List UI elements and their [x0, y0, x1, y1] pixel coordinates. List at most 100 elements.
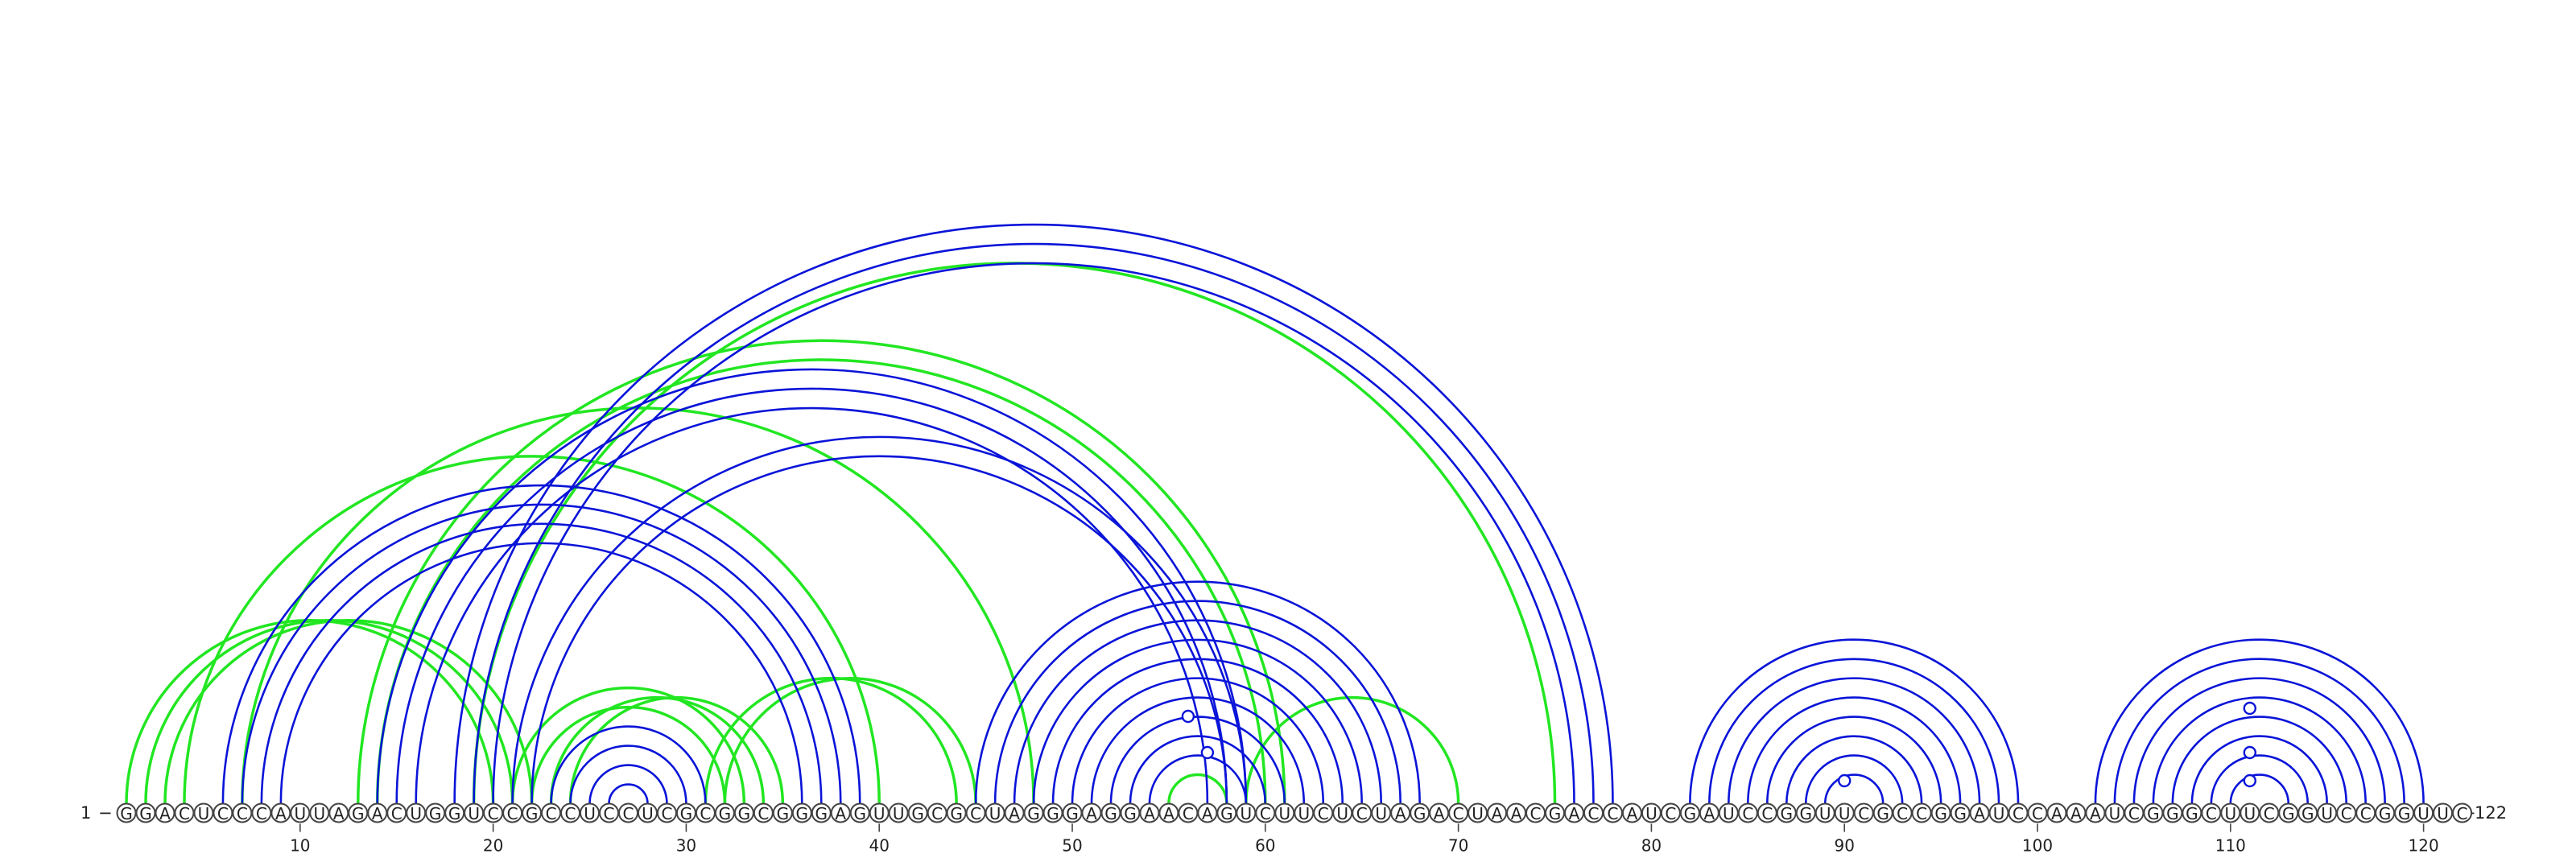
nucleotide-49: G	[1042, 802, 1063, 823]
nucleotide-letter: G	[2301, 804, 2314, 823]
nucleotide-78: C	[1602, 802, 1623, 823]
blue-arc-85-96	[1747, 696, 1962, 804]
green-arc-2-21	[144, 619, 514, 804]
nucleotide-63: C	[1313, 802, 1334, 823]
blue-arc-88-93	[1804, 754, 1904, 804]
nucleotide-letter: C	[622, 804, 634, 823]
nucleotide-66: U	[1371, 802, 1392, 823]
nucleotide-letter: C	[1183, 804, 1194, 823]
tick-label-20: 20	[483, 836, 503, 856]
nucleotide-89: U	[1814, 802, 1835, 823]
nucleotide-3: A	[155, 802, 175, 823]
nucleotide-5: U	[193, 802, 214, 823]
nucleotide-letter: C	[2206, 804, 2217, 823]
nucleotide-letter: U	[2224, 804, 2236, 823]
tick-label-100: 100	[2022, 836, 2053, 856]
nucleotide-88: G	[1795, 802, 1816, 823]
nucleotide-letter: C	[1260, 804, 1271, 823]
nucleotide-letter: G	[777, 804, 790, 823]
nucleotide-34: C	[753, 802, 774, 823]
nucleotide-28: U	[637, 802, 658, 823]
nucleotide-84: U	[1718, 802, 1739, 823]
nucleotide-112: C	[2259, 802, 2280, 823]
blue-arc-107-116	[2171, 716, 2347, 804]
blue-arc-8-37	[260, 522, 823, 804]
nucleotide-letter: G	[352, 804, 365, 823]
nucleotide-letter: C	[2341, 804, 2352, 823]
nucleotide-letter: U	[873, 804, 886, 823]
nucleotide-circle	[2452, 802, 2473, 823]
nucleotide-letter: U	[2109, 804, 2121, 823]
blue-arc-7-38	[241, 503, 842, 804]
nucleotide-25: U	[580, 802, 601, 823]
nucleotide-59: U	[1236, 802, 1257, 823]
nucleotide-105: C	[2124, 802, 2145, 823]
nucleotide-letter: U	[313, 804, 325, 823]
nucleotide-9: A	[270, 802, 291, 823]
nucleotide-118: G	[2375, 802, 2396, 823]
green-arc-14-60	[375, 358, 1267, 804]
nucleotide-letter: C	[1453, 804, 1464, 823]
nucleotide-111: U	[2240, 802, 2260, 823]
start-dash: −	[98, 803, 113, 823]
nucleotide-letter: U	[1278, 804, 1290, 823]
nucleotide-letter: A	[1086, 804, 1097, 823]
nucleotide-52: G	[1100, 802, 1121, 823]
nucleotide-letter: G	[1781, 804, 1794, 823]
blue-arc-109-114	[2210, 754, 2310, 804]
blue-arc-24-30	[569, 745, 687, 804]
nucleotide-letter: U	[1472, 804, 1484, 823]
nucleotide-letter: C	[700, 804, 711, 823]
nucleotide-26: C	[599, 802, 619, 823]
nucleotide-letter: A	[1202, 804, 1213, 823]
nucleotide-letter: C	[1587, 804, 1599, 823]
arc-apex-marker	[2243, 701, 2257, 716]
green-arc-21-33	[510, 686, 746, 804]
nucleotide-38: A	[830, 802, 851, 823]
nucleotide-letter: G	[2282, 804, 2295, 823]
nucleotide-70: C	[1448, 802, 1469, 823]
nucleotide-letter: A	[1009, 804, 1020, 823]
nucleotide-letter: C	[1858, 804, 1869, 823]
arc-apex-marker	[1838, 773, 1852, 788]
nucleotide-letter: C	[217, 804, 229, 823]
nucleotide-13: G	[348, 802, 369, 823]
nucleotide-letter: C	[565, 804, 576, 823]
nucleotide-letter: C	[507, 804, 518, 823]
blue-arc-52-61	[1109, 716, 1286, 804]
nucleotide-35: G	[772, 802, 793, 823]
green-arc-13-61	[357, 339, 1286, 804]
blue-arc-26-28	[608, 783, 649, 804]
blue-arc-110-113	[2229, 773, 2290, 804]
nucleotide-30: G	[675, 802, 696, 823]
nucleotide-letter: C	[2013, 804, 2024, 823]
nucleotide-24: C	[560, 802, 581, 823]
nucleotide-letter: U	[468, 804, 480, 823]
nucleotide-32: G	[714, 802, 735, 823]
nucleotide-90: U	[1834, 802, 1855, 823]
nucleotide-10: U	[290, 802, 311, 823]
nucleotide-letter: G	[1549, 804, 1562, 823]
nucleotide-97: A	[1969, 802, 1990, 823]
nucleotide-letter: G	[1684, 804, 1697, 823]
nucleotide-letter: C	[546, 804, 557, 823]
green-arc-31-44	[704, 676, 958, 804]
blue-arc-104-119	[2113, 658, 2405, 804]
blue-arc-9-36	[279, 542, 803, 804]
nucleotide-letter: G	[139, 804, 152, 823]
arcs-layer	[125, 223, 2425, 804]
nucleotide-47: A	[1004, 802, 1025, 823]
nucleotide-21: C	[502, 802, 523, 823]
nucleotide-letter: C	[931, 804, 943, 823]
arc-apex-marker	[1181, 709, 1195, 724]
nucleotide-98: U	[1988, 802, 2009, 823]
blue-arc-18-78	[453, 223, 1614, 804]
nucleotide-81: C	[1660, 802, 1681, 823]
nucleotide-61: U	[1274, 802, 1295, 823]
nucleotide-letter: G	[680, 804, 693, 823]
nucleotide-101: A	[2046, 802, 2067, 823]
nucleotide-letter: G	[1027, 804, 1040, 823]
nucleotide-letter: A	[835, 804, 846, 823]
nucleotide-letter: U	[2437, 804, 2449, 823]
tick-label-50: 50	[1062, 836, 1082, 856]
